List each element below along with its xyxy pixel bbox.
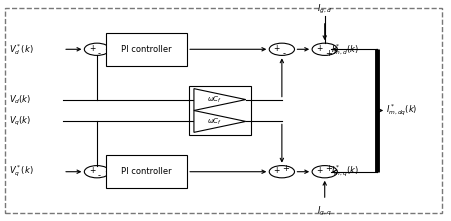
Text: $V_d(k)$: $V_d(k)$ bbox=[9, 93, 32, 106]
Text: +: + bbox=[317, 166, 323, 175]
Text: PI controller: PI controller bbox=[121, 167, 172, 176]
Text: +: + bbox=[325, 164, 332, 173]
Text: $\omega C_f$: $\omega C_f$ bbox=[207, 94, 222, 105]
Text: +: + bbox=[89, 44, 96, 53]
Text: -: - bbox=[97, 49, 101, 58]
Text: $I_{m,d}^*(k)$: $I_{m,d}^*(k)$ bbox=[331, 42, 359, 57]
Text: $I_{g,q}$: $I_{g,q}$ bbox=[318, 204, 332, 218]
Polygon shape bbox=[194, 110, 246, 132]
Bar bbox=[106, 33, 187, 66]
Text: PI controller: PI controller bbox=[121, 45, 172, 54]
Text: $V_q(k)$: $V_q(k)$ bbox=[9, 115, 32, 128]
Bar bbox=[106, 155, 187, 188]
Text: +: + bbox=[274, 166, 280, 175]
Text: $I_{m,dq}^*(k)$: $I_{m,dq}^*(k)$ bbox=[386, 103, 417, 118]
Bar bbox=[189, 86, 251, 135]
Text: +: + bbox=[282, 164, 290, 173]
Text: +: + bbox=[89, 166, 96, 175]
Text: -: - bbox=[282, 49, 285, 58]
Text: +: + bbox=[274, 44, 280, 53]
Text: $V_q^*(k)$: $V_q^*(k)$ bbox=[9, 164, 33, 179]
Text: $\omega C_f$: $\omega C_f$ bbox=[207, 116, 222, 127]
Text: +: + bbox=[317, 44, 323, 53]
Text: $I_{m,q}^*(k)$: $I_{m,q}^*(k)$ bbox=[331, 164, 359, 179]
Text: +: + bbox=[325, 49, 332, 58]
Text: -: - bbox=[97, 171, 101, 180]
Text: $I_{g,d}$: $I_{g,d}$ bbox=[317, 3, 332, 17]
Polygon shape bbox=[194, 89, 246, 110]
Text: $V_d^*(k)$: $V_d^*(k)$ bbox=[9, 42, 33, 57]
